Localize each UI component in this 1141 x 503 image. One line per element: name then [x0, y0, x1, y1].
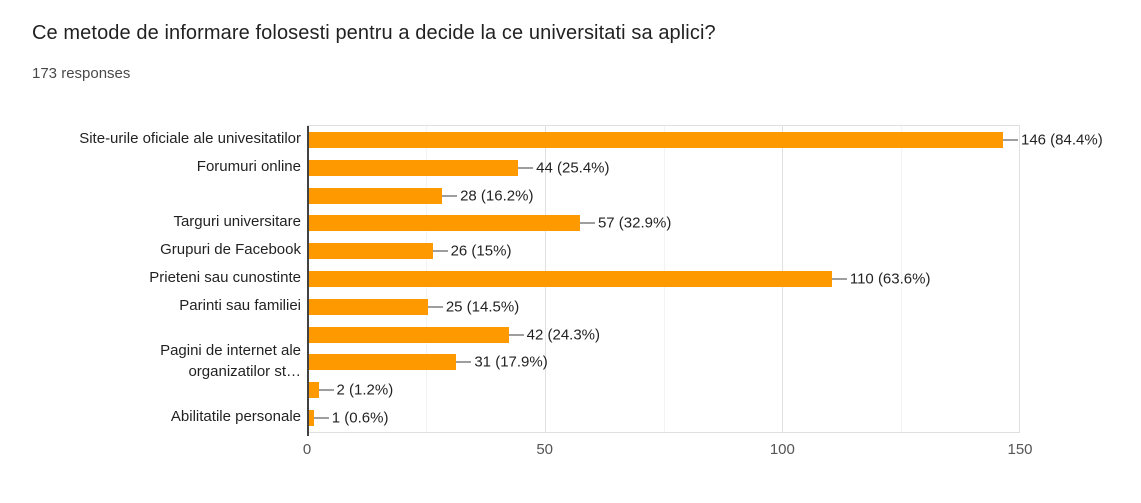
responses-count: 173 responses — [32, 65, 131, 82]
bar-value-label: 26 (15%) — [450, 242, 512, 260]
x-axis-tick-label: 150 — [1007, 441, 1033, 458]
bar-value-label: 28 (16.2%) — [460, 187, 534, 205]
category-label: Targuri universitare — [173, 213, 301, 231]
bar-connector-line — [1002, 138, 1018, 141]
bar — [309, 215, 580, 232]
bar-connector-line — [508, 333, 524, 336]
bar-value-label: 57 (32.9%) — [597, 214, 672, 232]
bar-connector-line — [518, 166, 534, 169]
bar — [309, 354, 457, 371]
bar-connector-line — [432, 250, 448, 253]
x-axis-tick-labels: 0 50 100 150 — [303, 441, 1033, 461]
y-axis-line — [307, 126, 309, 436]
bar-connector-line — [831, 278, 847, 280]
bar-connector-line — [318, 389, 334, 392]
bar-value-label: 31 (17.9%) — [474, 353, 548, 371]
bar-value-label: 44 (25.4%) — [536, 159, 610, 177]
category-label: Pagini de internet ale organizatilor st… — [160, 341, 301, 381]
bar-connector-line — [313, 417, 329, 420]
plot-area: 146 (84.4%) 44 (25.4%) 28 (16.2%) 57 (32.9%… — [307, 125, 1103, 436]
category-label: Prieteni sau cunostinte — [149, 269, 301, 287]
x-axis-tick-label: 0 — [302, 441, 312, 458]
bar-value-label: 42 (24.3%) — [526, 326, 600, 344]
bar-value-label: 1 (0.6%) — [331, 409, 389, 427]
bar — [309, 271, 832, 287]
x-axis-tick-label: 50 — [536, 441, 553, 458]
category-label: Grupuri de Facebook — [160, 241, 301, 259]
bar — [309, 410, 314, 427]
question-title: Ce metode de informare folosesti pentru … — [32, 22, 716, 44]
bar-connector-line — [442, 194, 458, 197]
bar-value-label: 2 (1.2%) — [336, 381, 394, 399]
bar-connector-line — [427, 305, 443, 308]
category-label: Forumuri online — [196, 157, 301, 175]
bar-value-label: 110 (63.6%) — [849, 270, 931, 288]
category-label — [0, 181, 307, 209]
bar — [309, 243, 433, 260]
x-axis-tick-label: 100 — [769, 441, 795, 458]
category-label — [0, 375, 307, 403]
category-label: Parinti sau familiei — [179, 296, 301, 314]
bar — [309, 159, 519, 176]
bar-value-label: 146 (84.4%) — [1020, 131, 1103, 149]
bar — [309, 298, 428, 315]
bar-value-label: 25 (14.5%) — [445, 298, 520, 316]
bar-connector-line — [579, 222, 595, 225]
category-axis-labels: Site-urile oficiale ale univesitatilor Fo… — [0, 125, 307, 431]
category-label: Abilitatile personale — [170, 408, 301, 426]
minor-gridline — [901, 126, 903, 432]
major-gridline — [1019, 126, 1020, 432]
bar — [309, 187, 443, 204]
category-label: Site-urile oficiale ale univesitatilor — [79, 130, 301, 148]
bar — [309, 131, 1003, 148]
bar — [309, 326, 509, 343]
bar-connector-line — [456, 361, 472, 364]
bar — [309, 382, 319, 399]
